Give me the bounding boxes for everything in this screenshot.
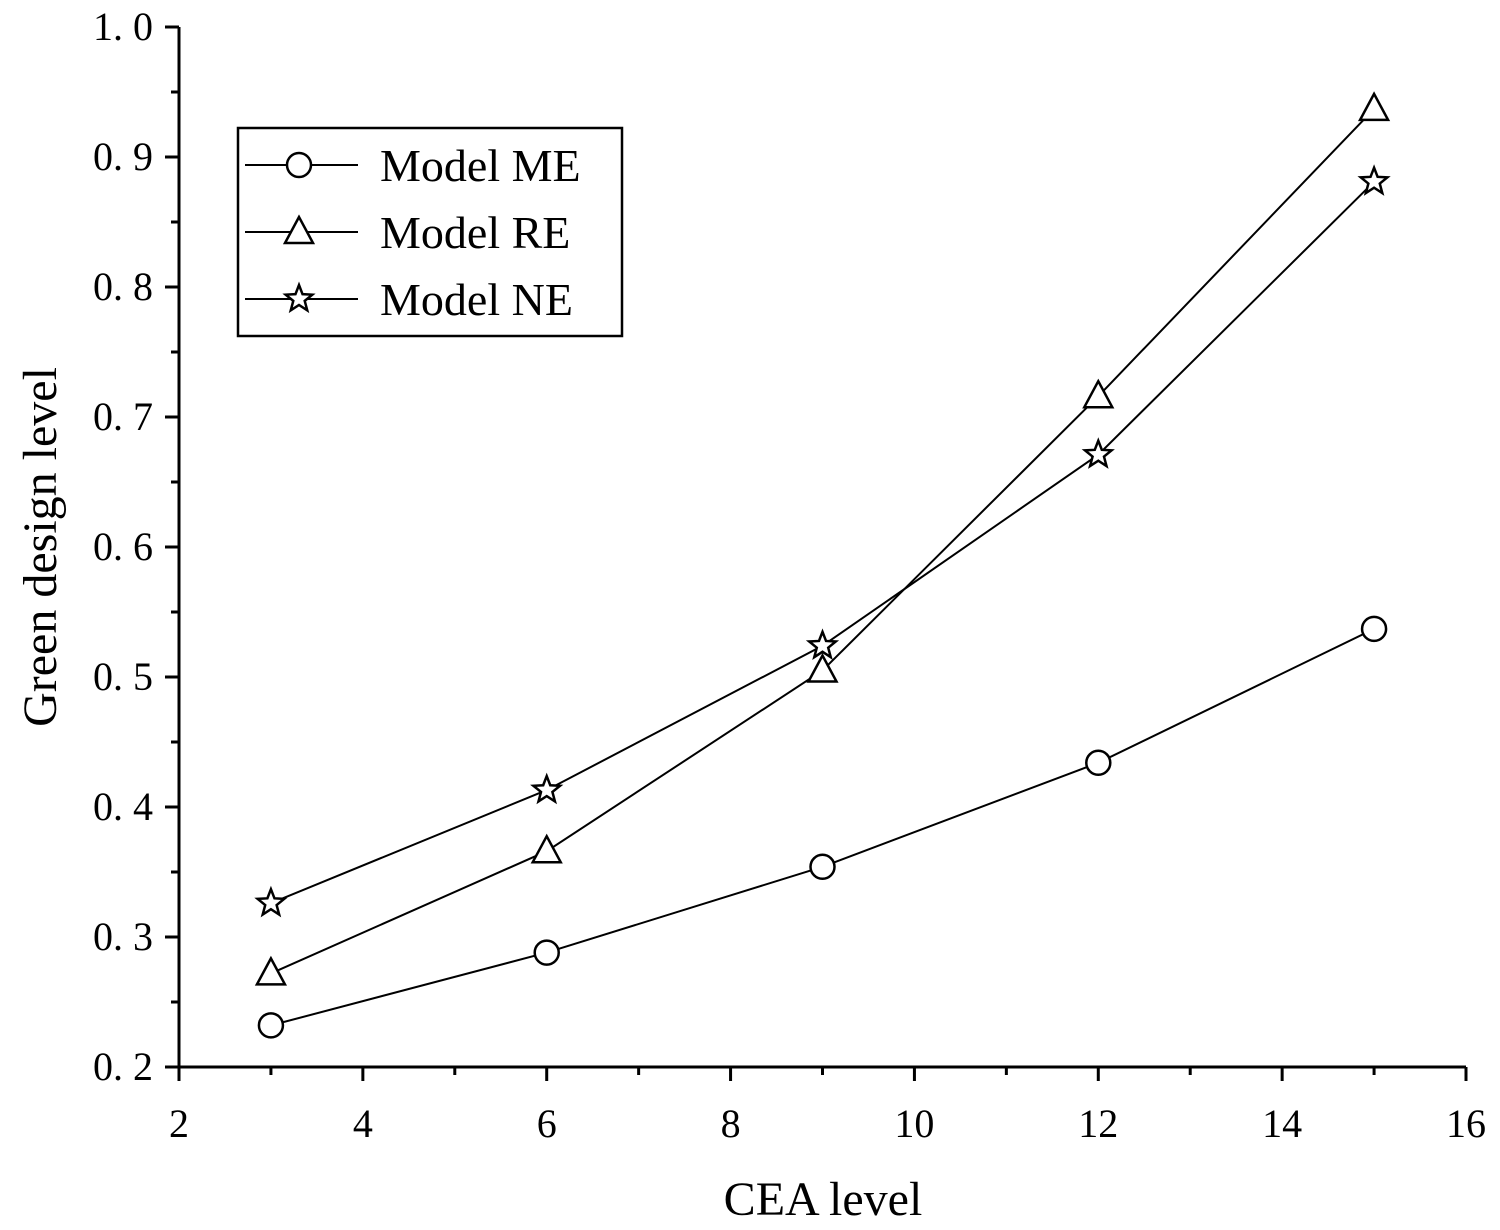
- x-tick-label: 10: [894, 1101, 934, 1146]
- legend-marker-circle: [285, 151, 313, 179]
- data-point-model-me: [257, 1012, 285, 1039]
- legend-marker-star: [282, 281, 316, 314]
- legend-label: Model RE: [380, 207, 570, 258]
- y-tick-label: 0. 2: [93, 1044, 153, 1089]
- y-tick-label: 0. 9: [93, 134, 153, 179]
- y-tick-label: 0. 4: [93, 784, 153, 829]
- data-point-model-me: [1085, 749, 1112, 777]
- legend: Model ME Model RE Model NE: [236, 126, 624, 338]
- x-axis-title: CEA level: [724, 1173, 923, 1226]
- x-tick-label: 14: [1262, 1101, 1302, 1146]
- legend-marker-triangle: [282, 214, 316, 245]
- data-point-model-ne: [254, 885, 288, 918]
- x-tick-label: 12: [1078, 1101, 1118, 1146]
- data-point-model-re: [1357, 91, 1391, 122]
- x-tick-label: 16: [1446, 1101, 1486, 1146]
- data-point-model-re: [806, 652, 839, 683]
- data-point-model-re: [254, 955, 288, 986]
- data-point-model-re: [530, 833, 563, 864]
- series-model-re: [254, 91, 1391, 986]
- data-point-model-ne: [530, 772, 564, 805]
- y-tick-label: 0. 5: [93, 654, 153, 699]
- legend-label: Model NE: [380, 274, 573, 325]
- data-point-model-ne: [805, 628, 840, 660]
- data-point-model-me: [533, 939, 560, 966]
- series-model-me: [257, 615, 1388, 1039]
- series-line-model-me: [270, 628, 1375, 1027]
- x-tick-label: 2: [169, 1101, 189, 1146]
- legend-item-model-re: Model RE: [245, 207, 570, 258]
- y-tick-label: 0. 3: [93, 914, 153, 959]
- data-point-model-me: [809, 853, 836, 881]
- axes: 2 4 6 8 10 12 14 16 0. 2 0. 3 0. 4 0. 5 0. 6 0. 7 0. 8…: [93, 4, 1486, 1146]
- y-tick-label: 0. 6: [93, 524, 153, 569]
- series-layer: [254, 91, 1391, 1039]
- data-point-model-re: [1082, 378, 1115, 409]
- y-tick-label: 1. 0: [93, 4, 153, 49]
- x-tick-label: 6: [537, 1101, 557, 1146]
- legend-item-model-me: Model ME: [245, 140, 581, 191]
- data-point-model-me: [1360, 615, 1388, 643]
- y-tick-label: 0. 8: [93, 264, 153, 309]
- legend-label: Model ME: [380, 140, 581, 191]
- series-model-ne: [254, 164, 1391, 918]
- legend-item-model-ne: Model NE: [245, 274, 573, 325]
- y-tick-label: 0. 7: [93, 394, 153, 439]
- data-point-model-ne: [1081, 437, 1115, 469]
- x-tick-label: 4: [353, 1101, 373, 1146]
- y-axis-title: Green design level: [14, 367, 67, 727]
- data-point-model-ne: [1357, 164, 1391, 196]
- x-tick-label: 8: [721, 1101, 741, 1146]
